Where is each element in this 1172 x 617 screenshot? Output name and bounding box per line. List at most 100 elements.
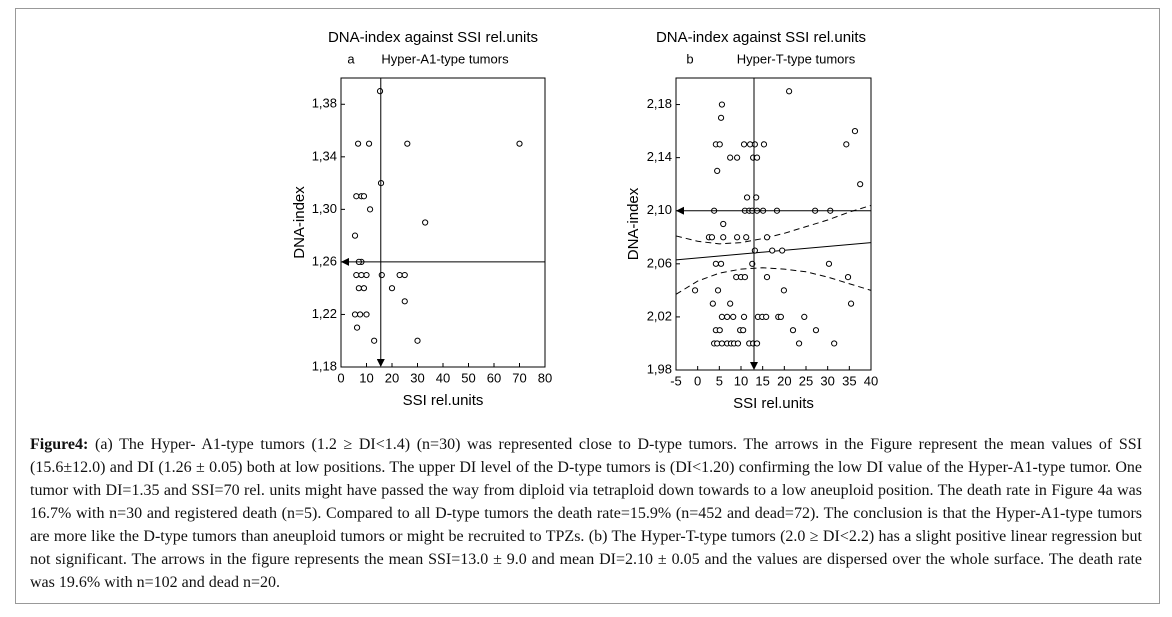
point xyxy=(753,154,761,161)
point xyxy=(357,311,364,318)
chart-title: DNA-index against SSI rel.units xyxy=(656,29,866,46)
point xyxy=(712,260,719,267)
point xyxy=(360,193,368,200)
x-tick-label: 0 xyxy=(337,370,344,385)
caption-label: Figure4: xyxy=(30,436,89,453)
x-tick-label: 5 xyxy=(716,373,723,388)
x-tick-label: 25 xyxy=(799,373,813,388)
x-tick-label: 10 xyxy=(734,373,748,388)
confidence-band xyxy=(675,204,872,245)
y-tick-label: 1,98 xyxy=(647,361,672,376)
y-tick-label: 2,06 xyxy=(647,255,672,270)
point xyxy=(743,234,750,241)
point xyxy=(727,154,734,161)
x-tick-label: 0 xyxy=(694,373,701,388)
point xyxy=(716,141,723,148)
plot-area xyxy=(675,77,872,371)
point xyxy=(763,273,771,281)
caption-text: (a) The Hyper- A1-type tumors (1.2 ≥ DI<… xyxy=(30,436,1143,591)
point xyxy=(717,260,725,267)
y-tick-label: 1,26 xyxy=(312,253,337,268)
x-tick-label: 50 xyxy=(461,370,475,385)
point xyxy=(740,327,747,334)
x-tick-label: -5 xyxy=(670,373,682,388)
point xyxy=(401,298,408,305)
point xyxy=(724,313,731,321)
point xyxy=(857,181,864,188)
point xyxy=(847,300,855,307)
x-tick-label: 40 xyxy=(864,373,878,388)
point xyxy=(354,140,362,147)
point xyxy=(777,313,784,321)
point xyxy=(366,206,374,213)
point xyxy=(763,313,770,321)
point xyxy=(709,300,716,307)
x-tick-label: 40 xyxy=(436,370,450,385)
point xyxy=(353,324,361,331)
point xyxy=(718,101,726,108)
y-tick-label: 2,18 xyxy=(647,96,672,111)
charts: DNA-index against SSI rel.units a Hyper-A1… xyxy=(291,29,878,412)
point xyxy=(691,287,699,294)
point xyxy=(365,140,373,147)
point xyxy=(358,271,365,279)
y-tick-label: 2,10 xyxy=(647,202,672,217)
point xyxy=(414,337,421,344)
point xyxy=(401,271,408,279)
point xyxy=(355,285,362,292)
point xyxy=(812,327,820,334)
point xyxy=(825,260,833,267)
point xyxy=(353,193,360,200)
point xyxy=(741,273,749,281)
point xyxy=(789,327,797,334)
point xyxy=(396,271,403,279)
y-tick-label: 1,22 xyxy=(312,306,337,321)
point xyxy=(353,271,360,279)
y-tick-label: 2,02 xyxy=(647,308,672,323)
point xyxy=(769,247,776,254)
point xyxy=(753,340,761,347)
point xyxy=(363,311,370,318)
x-tick-label: 70 xyxy=(512,370,526,385)
x-tick-label: 35 xyxy=(842,373,856,388)
point xyxy=(734,340,742,347)
point xyxy=(751,247,758,254)
x-tick-label: 30 xyxy=(410,370,424,385)
plot-area xyxy=(340,77,546,368)
point xyxy=(363,271,370,279)
point xyxy=(404,140,411,147)
point xyxy=(786,88,793,95)
point xyxy=(740,141,748,148)
point xyxy=(716,327,723,334)
figure-frame xyxy=(15,8,1160,604)
panel-label: b xyxy=(686,51,693,66)
x-tick-label: 10 xyxy=(359,370,373,385)
point xyxy=(763,234,771,241)
y-tick-label: 1,18 xyxy=(312,358,337,373)
point xyxy=(718,340,726,347)
point xyxy=(360,285,368,292)
point xyxy=(751,141,758,148)
point xyxy=(843,141,850,148)
y-tick-label: 1,30 xyxy=(312,201,337,216)
x-axis-label: SSI rel.units xyxy=(403,392,484,409)
y-axis-label: DNA-index xyxy=(291,186,308,259)
panel-label: a xyxy=(347,51,355,66)
point xyxy=(371,337,378,344)
point xyxy=(718,313,726,321)
point xyxy=(760,141,768,148)
caption: Figure4: (a) The Hyper- A1-type tumors (… xyxy=(30,433,1142,594)
point xyxy=(388,285,396,292)
point xyxy=(708,234,716,241)
point xyxy=(740,313,748,321)
point xyxy=(730,313,737,321)
x-tick-label: 15 xyxy=(755,373,769,388)
point xyxy=(734,154,741,161)
point xyxy=(516,140,523,147)
x-tick-label: 30 xyxy=(820,373,834,388)
point xyxy=(714,167,721,175)
point xyxy=(831,340,838,347)
point xyxy=(720,220,727,228)
y-axis-label: DNA-index xyxy=(625,187,642,260)
